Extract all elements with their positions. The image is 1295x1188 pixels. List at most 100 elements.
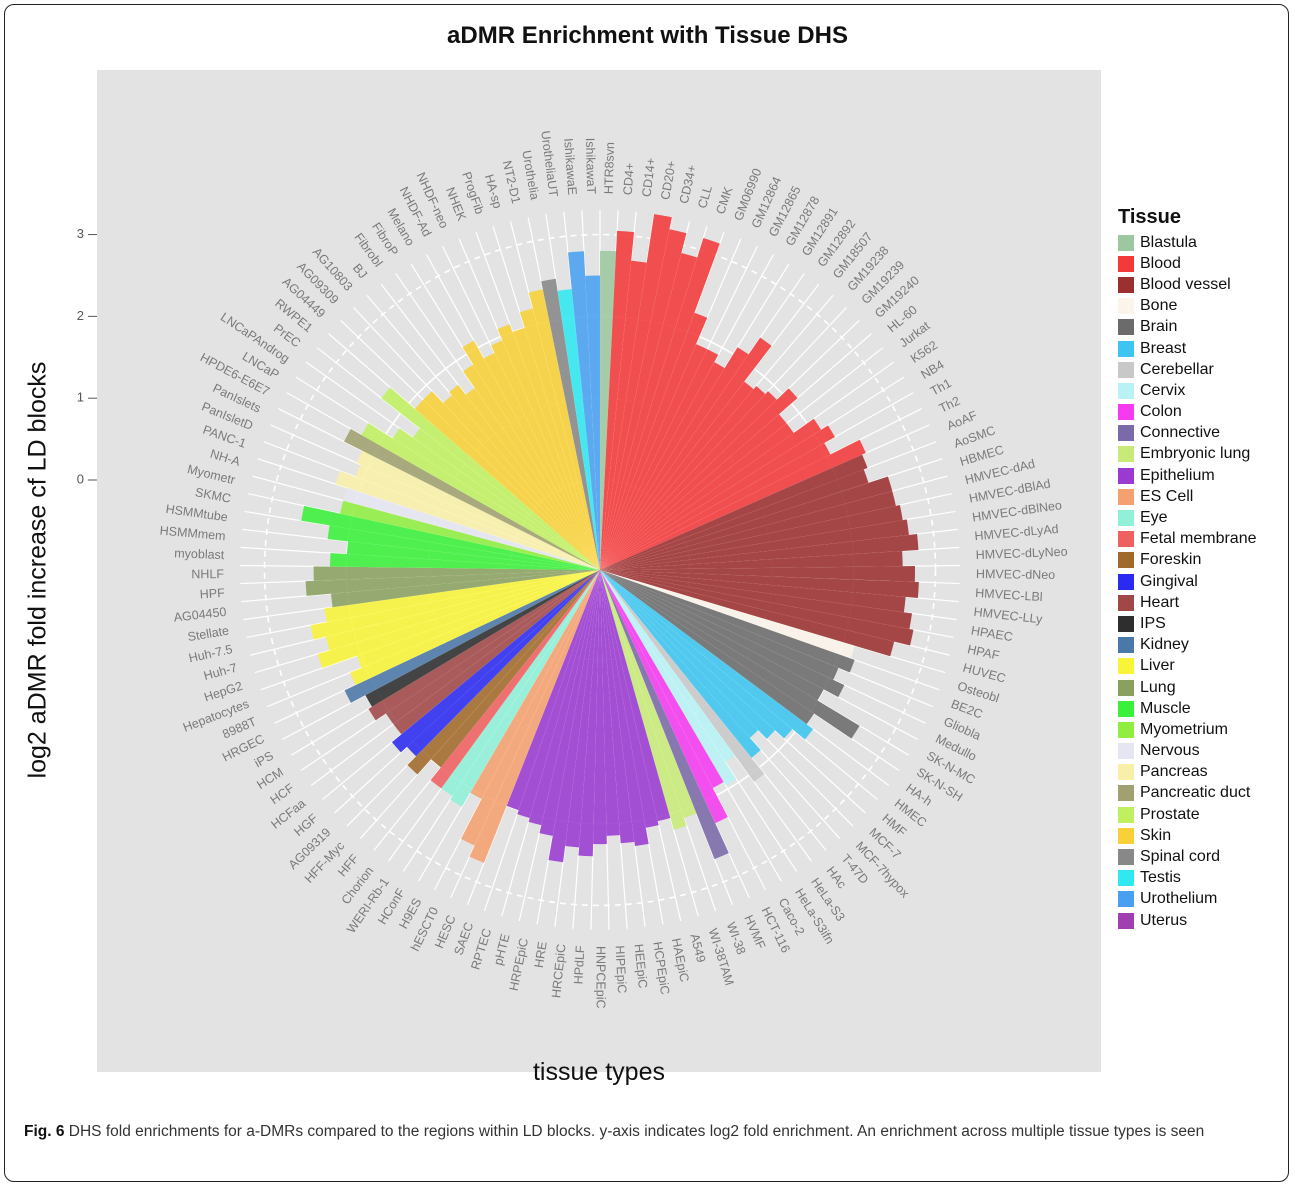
bar-NB4	[600, 425, 835, 570]
legend-item: Blood	[1118, 253, 1257, 274]
grid-spoke	[599, 569, 918, 740]
legend-label: Blastula	[1140, 233, 1197, 251]
legend-swatch	[1118, 510, 1134, 527]
category-label: HMVEC-dLyNeo	[975, 545, 1067, 562]
bar-HUVEC	[600, 570, 895, 657]
legend-label: Liver	[1140, 657, 1175, 675]
bar-GM19238	[600, 385, 766, 570]
bar-myoblast	[330, 553, 600, 570]
legend-swatch	[1118, 340, 1134, 357]
legend-swatch	[1118, 467, 1134, 484]
category-label: HNPCEpiC	[594, 946, 608, 1009]
legend-swatch	[1118, 298, 1134, 315]
category-label: HMVEC-LBl	[975, 586, 1043, 604]
bar-Fibrobl	[465, 388, 600, 570]
legend-label: Foreskin	[1140, 551, 1202, 569]
bar-PrEC	[412, 428, 600, 570]
legend-item: Embryonic lung	[1118, 444, 1257, 465]
category-label: NHLF	[191, 567, 224, 581]
grid-spoke	[353, 307, 601, 571]
legend-item: Blood vessel	[1118, 274, 1257, 295]
legend-swatch	[1118, 531, 1134, 548]
legend-swatch	[1118, 700, 1134, 717]
bar-IshikawaE	[567, 251, 600, 570]
category-label: HSMMmem	[159, 524, 226, 544]
bar-Jurkat	[600, 423, 794, 570]
bar-AoSMC	[600, 469, 869, 570]
grid-spoke	[599, 569, 827, 851]
bar-AoAF	[600, 454, 868, 570]
category-label: Stellate	[187, 624, 230, 645]
legend-label: Cerebellar	[1140, 360, 1214, 378]
category-label: HPAF	[966, 642, 1001, 663]
y-axis-label: log2 aDMR fold increase cf LD blocks	[23, 361, 52, 779]
bar-CLL	[600, 253, 698, 570]
category-label: HPAEC	[970, 624, 1014, 645]
bar-HMF	[600, 570, 793, 739]
grid-spoke	[536, 569, 601, 925]
bar-IshikawaT	[585, 275, 600, 570]
bar-HTR8svn	[600, 250, 617, 571]
legend-label: Uterus	[1140, 911, 1188, 929]
bar-HESC	[469, 570, 600, 863]
legend-label: Blood vessel	[1140, 275, 1231, 293]
bar-HPAEC	[600, 570, 912, 630]
bar-UrotheliaUT	[557, 289, 600, 570]
legend-item: Liver	[1118, 656, 1257, 677]
bar-Huh-7.5	[310, 570, 600, 640]
category-label: AG04450	[173, 605, 227, 625]
legend-item: Prostate	[1118, 804, 1257, 825]
grid-spoke	[346, 569, 601, 827]
bar-Caco-2	[600, 570, 724, 788]
category-label: HEEpiC	[631, 943, 649, 989]
legend-swatch	[1118, 615, 1134, 632]
legend-label: Kidney	[1140, 636, 1189, 654]
legend-item: IPS	[1118, 613, 1257, 634]
legend-item: Gingival	[1118, 571, 1257, 592]
bar-HPAF	[600, 570, 914, 646]
bar-CD20+	[600, 214, 672, 570]
bar-HBMEC	[600, 476, 893, 570]
legend-swatch	[1118, 276, 1134, 293]
grid-spoke	[518, 569, 601, 921]
y-tick-label: 2	[77, 308, 84, 323]
bar-HRPEpiC	[539, 570, 600, 836]
legend-label: Urothelium	[1140, 890, 1218, 908]
bar-Huh-7	[325, 570, 600, 651]
bar-HPdLF	[578, 570, 600, 857]
legend: Tissue Blastula Blood Blood vessel Bone Brai…	[1118, 206, 1257, 931]
legend-item: Connective	[1118, 423, 1257, 444]
grid-spoke	[599, 528, 958, 571]
y-tick-label: 1	[77, 390, 84, 405]
legend-item: Testis	[1118, 868, 1257, 889]
legend-label: Cervix	[1140, 381, 1186, 399]
legend-swatch	[1118, 679, 1134, 696]
grid-spoke	[599, 307, 847, 571]
bar-Gliobla	[600, 570, 839, 680]
bar-HepG2	[317, 570, 600, 669]
bar-HPF	[305, 570, 600, 596]
bar-K562	[600, 418, 822, 570]
bar-HL-60	[600, 414, 787, 570]
legend-label: Lung	[1140, 678, 1176, 696]
bar-HMVEC-dAd	[600, 491, 896, 570]
bar-Stellate	[324, 570, 600, 623]
legend-swatch	[1118, 488, 1134, 505]
bar-HMEC	[600, 570, 814, 740]
legend-item: Lung	[1118, 677, 1257, 698]
bar-LNCaP	[361, 423, 600, 570]
bar-NT2-D1	[528, 289, 600, 570]
bar-HMVEC-dLyAd	[600, 533, 919, 570]
bar-SAEC	[506, 570, 600, 811]
legend-label: Fetal membrane	[1140, 530, 1257, 548]
legend-swatch	[1118, 382, 1134, 399]
bar-HConF	[450, 570, 600, 807]
bar-HRE	[548, 570, 600, 863]
grid-spoke	[466, 569, 601, 905]
legend-swatch	[1118, 785, 1134, 802]
bar-hESCT0	[460, 570, 600, 846]
bar-pHTE	[528, 570, 600, 826]
grid-spoke	[501, 569, 601, 917]
bar-ProgFib	[512, 327, 600, 570]
